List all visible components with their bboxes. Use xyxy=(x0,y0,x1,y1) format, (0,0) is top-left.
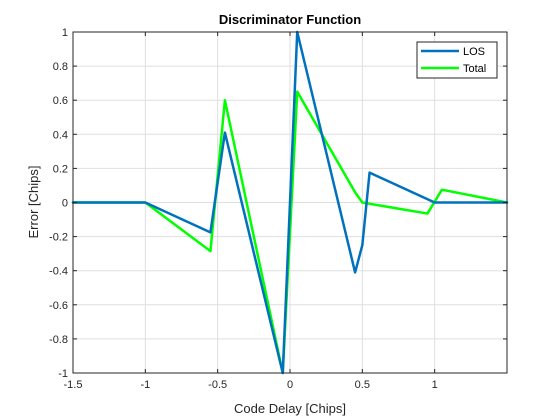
y-tick-label: -0.4 xyxy=(49,266,68,278)
y-tick-label: 0.6 xyxy=(53,95,68,107)
y-tick-label: -1 xyxy=(58,368,68,380)
legend: LOS Total xyxy=(416,41,498,79)
y-axis-label: Error [Chips] xyxy=(26,166,41,239)
tick-layer: -1.5 -1 -0.5 0 0.5 1-1-0.8-0.6-0.4-0.200.20.4… xyxy=(49,27,507,391)
y-tick-label: 0 xyxy=(62,198,68,210)
series-line-total xyxy=(71,90,509,375)
chart-title: Discriminator Function xyxy=(219,12,361,27)
x-axis-label: Code Delay [Chips] xyxy=(234,401,346,416)
legend-label-los: LOS xyxy=(463,46,485,58)
y-tick-label: 0.8 xyxy=(53,61,68,73)
y-tick-label: 1 xyxy=(62,27,68,39)
x-tick-label: 1 xyxy=(432,379,438,391)
legend-box xyxy=(416,41,498,79)
x-tick-label: -0.5 xyxy=(208,379,227,391)
x-tick-label: -1.5 xyxy=(64,379,83,391)
y-tick-label: -0.8 xyxy=(49,334,68,346)
y-tick-label: 0.2 xyxy=(53,163,68,175)
y-tick-label: 0.4 xyxy=(53,129,68,141)
x-tick-label: -1 xyxy=(140,379,150,391)
x-tick-label: 0.5 xyxy=(355,379,370,391)
legend-label-total: Total xyxy=(463,63,486,75)
y-tick-label: -0.2 xyxy=(49,232,68,244)
x-tick-label: 0 xyxy=(287,379,293,391)
y-tick-label: -0.6 xyxy=(49,300,68,312)
